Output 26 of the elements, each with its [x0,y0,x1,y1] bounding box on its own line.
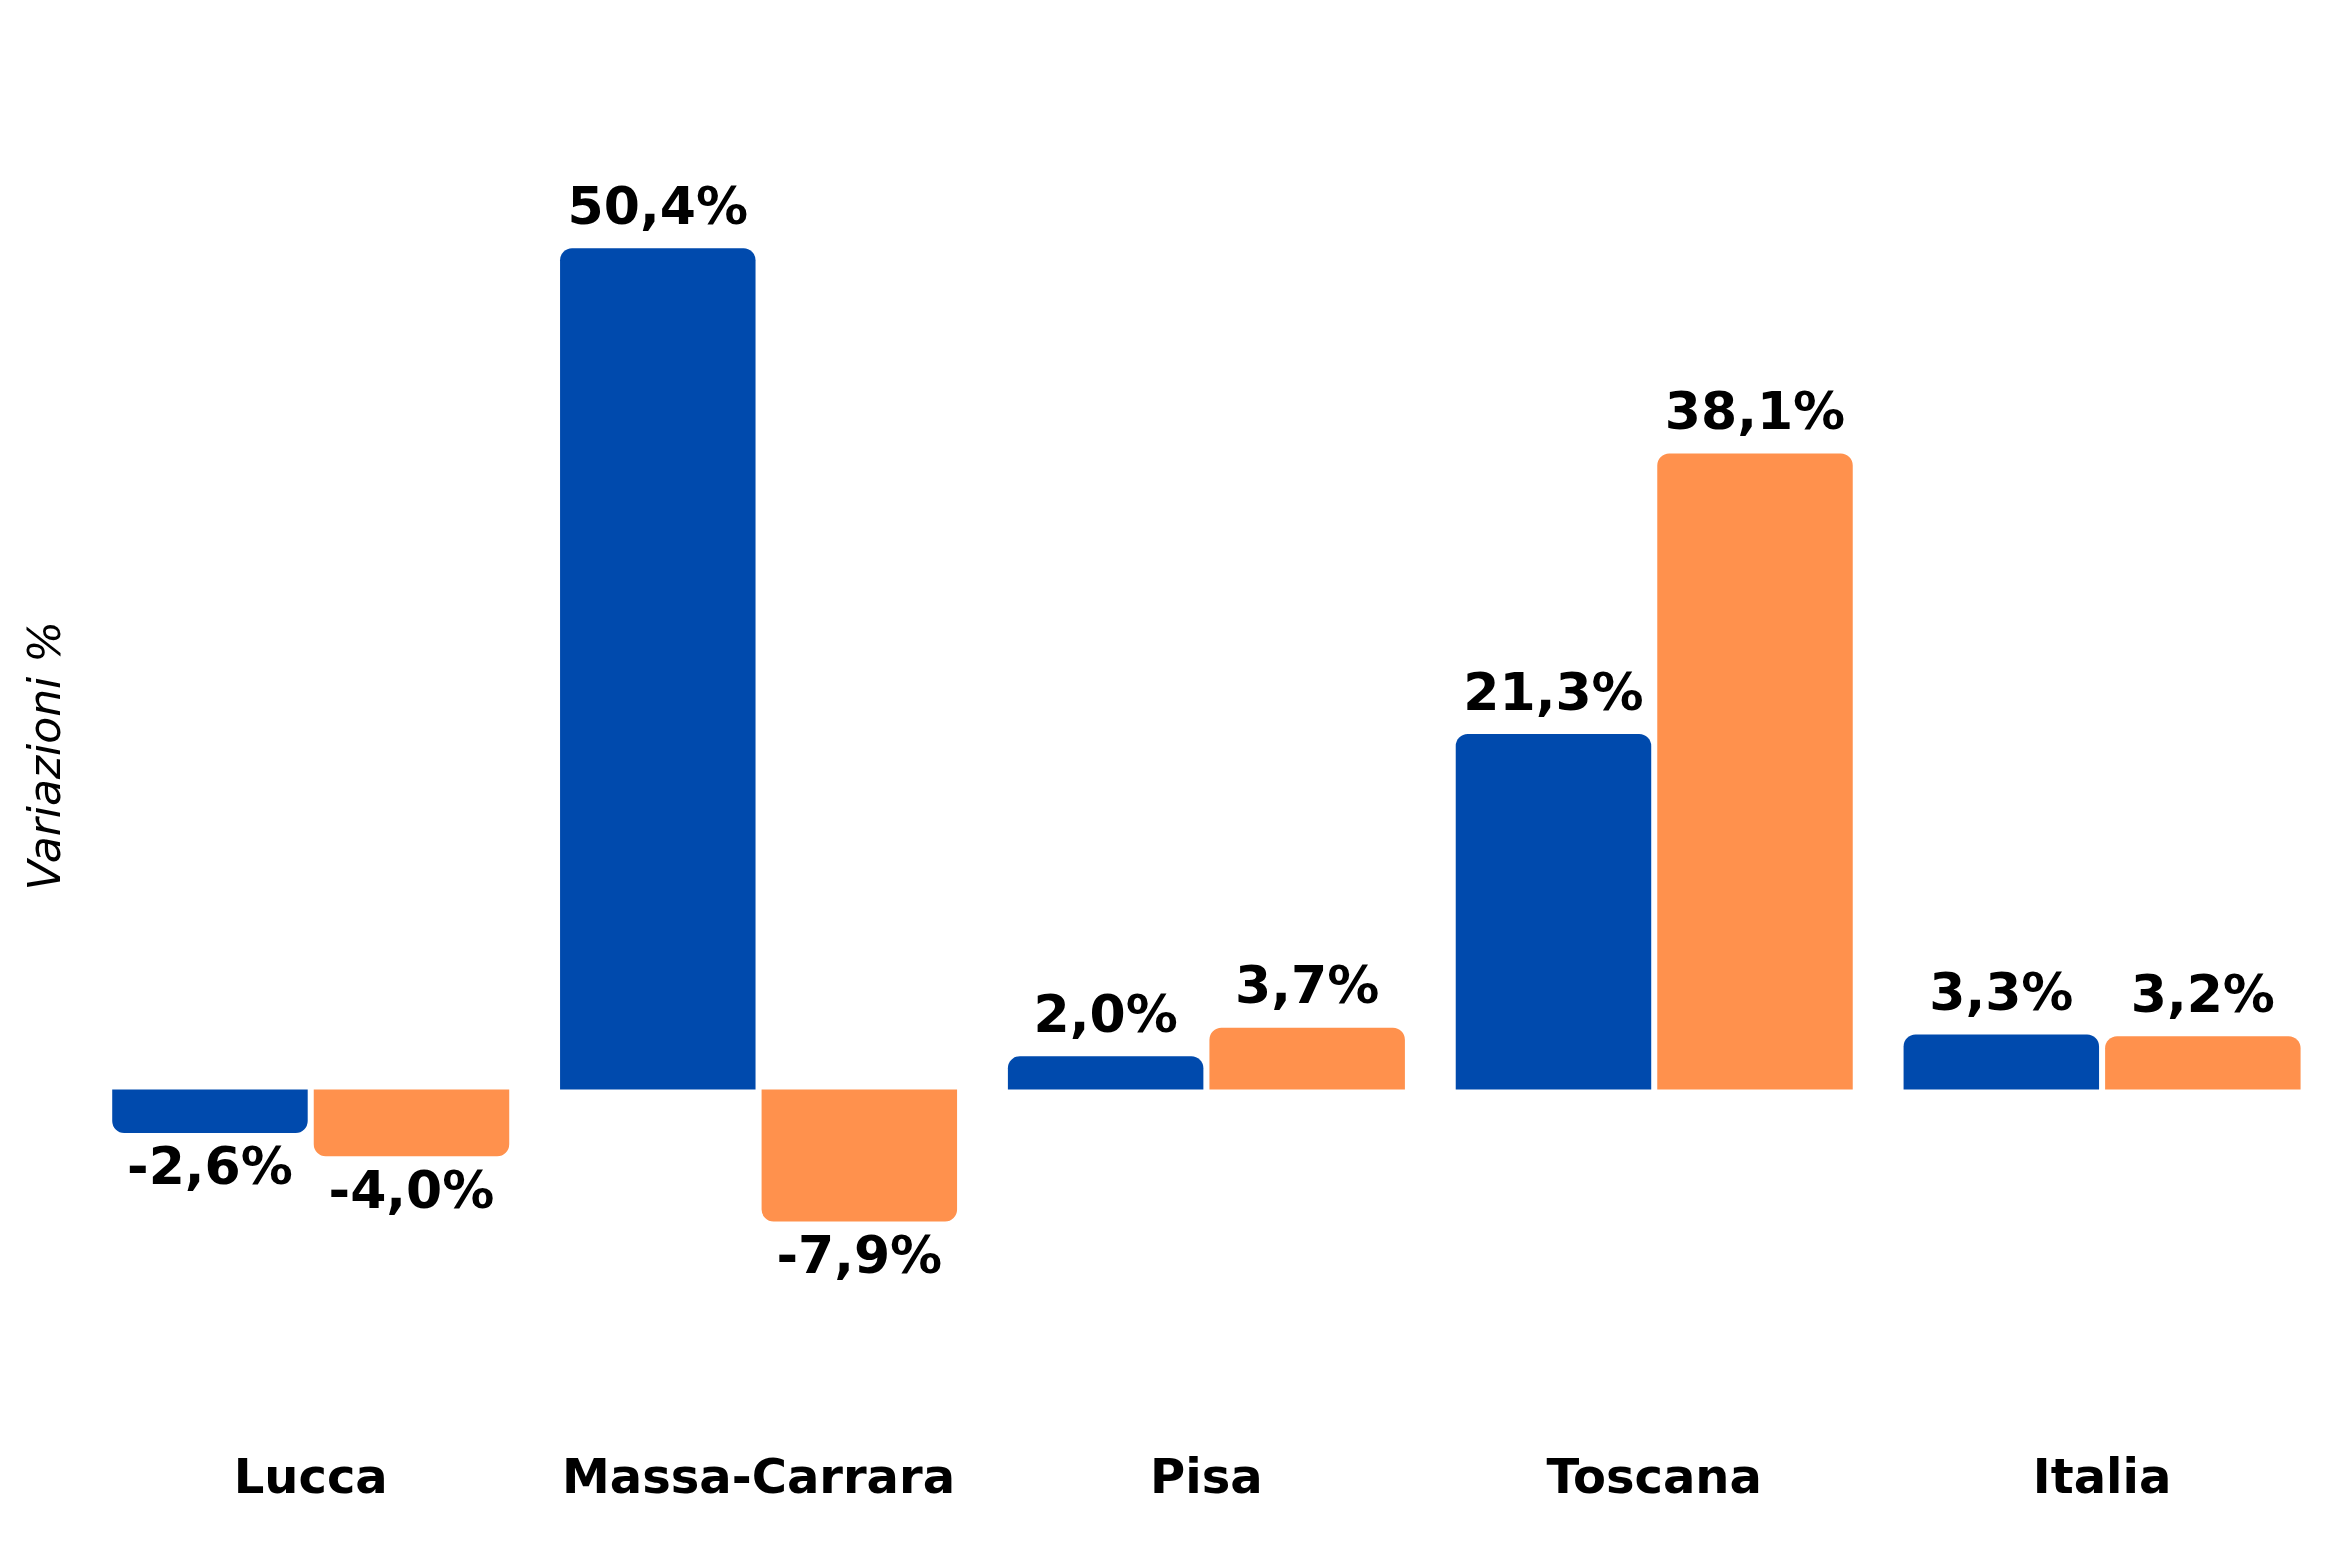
bar [1455,734,1652,1090]
x-tick-label: Lucca [233,1447,388,1504]
bar [1903,1034,2100,1090]
y-axis-title: Variazioni % [18,620,70,891]
data-label: 3,2% [2130,963,2275,1024]
bar [313,1089,510,1157]
bar [2105,1036,2301,1090]
x-tick-label: Pisa [1150,1447,1263,1504]
x-tick-label: Massa-Carrara [562,1447,956,1504]
data-label: 21,3% [1463,661,1644,722]
data-label: 2,0% [1033,983,1178,1044]
bar [112,1089,308,1133]
bar [1007,1056,1204,1090]
data-label: -2,6% [127,1136,293,1197]
bar [761,1089,958,1222]
bar [560,248,756,1090]
data-label: 3,7% [1235,955,1380,1016]
x-tick-label: Italia [2032,1447,2172,1504]
data-label: -7,9% [776,1224,943,1285]
bar [1209,1027,1405,1090]
data-label: 38,1% [1664,381,1846,442]
data-label: 50,4% [567,175,748,236]
data-label: 3,3% [1929,961,2074,1022]
x-tick-label: Toscana [1546,1447,1762,1504]
bar [1657,453,1853,1090]
data-label: -4,0% [328,1159,495,1220]
